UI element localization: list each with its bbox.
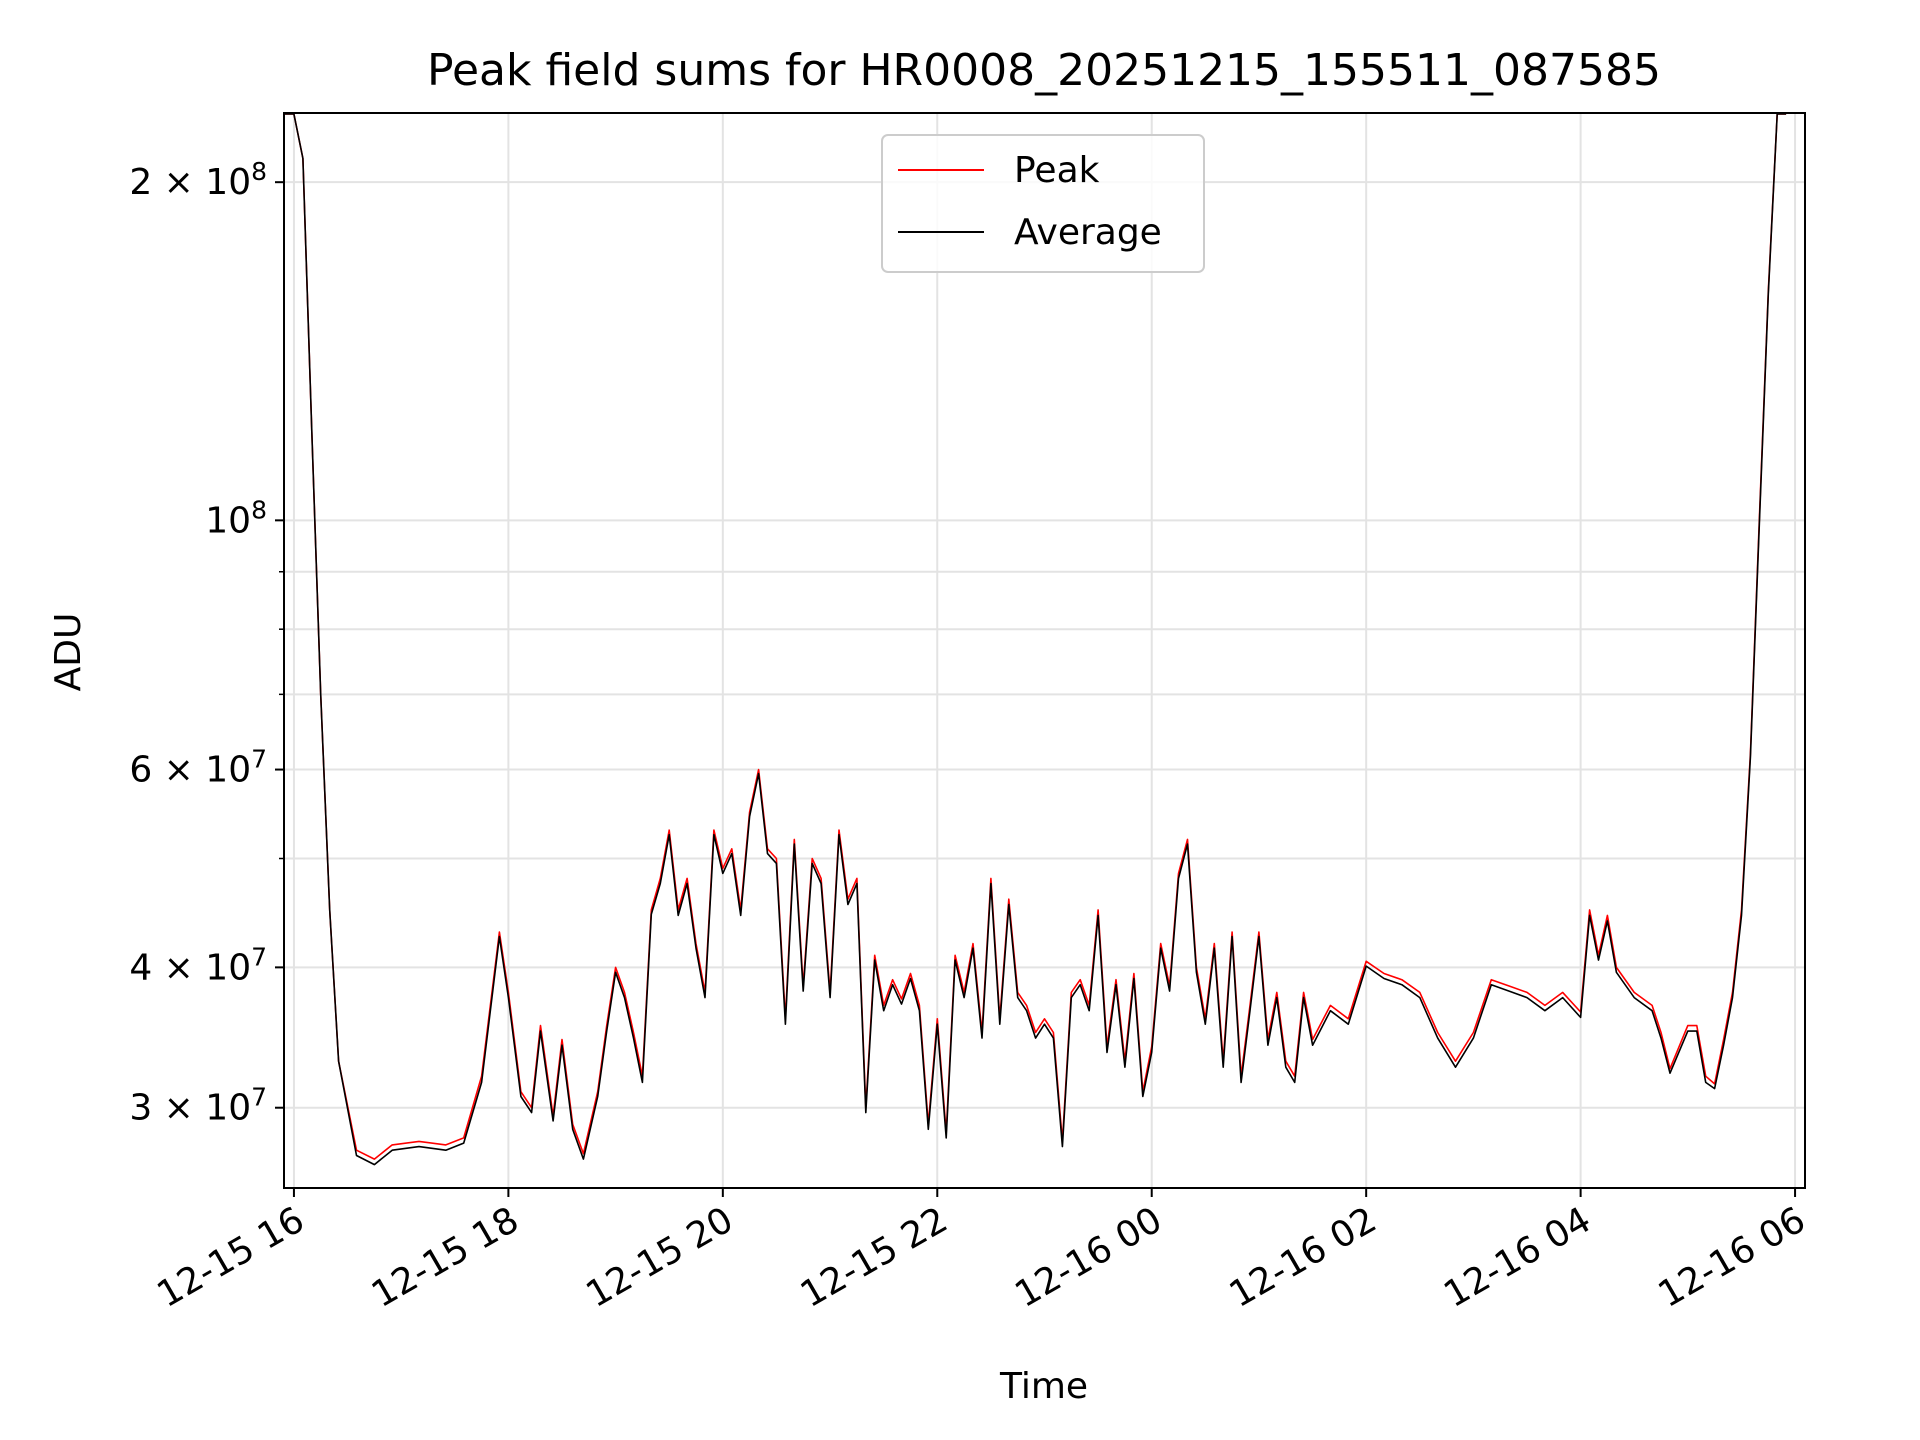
grid [285,114,1804,1187]
legend-label-average: Average [1014,212,1162,253]
y-tick-label: 4 × 107 [129,942,267,988]
series-line-average [285,114,1787,1166]
y-tick-label: 2 × 108 [129,157,267,203]
plot-frame [283,112,1806,1189]
x-axis-label: Time [999,1366,1088,1407]
y-tick-label: 3 × 107 [129,1083,267,1129]
y-axis: 3 × 107 4 × 107 6 × 107 108 2 × 108 [129,157,285,1129]
legend-label-peak: Peak [1014,150,1100,191]
y-tick-label: 108 [205,495,267,541]
y-tick-label: 6 × 107 [129,745,267,791]
chart-title: Peak field sums for HR0008_20251215_1555… [427,45,1661,96]
y-axis-label: ADU [48,613,89,692]
series-layer [285,114,1787,1166]
legend: Peak Average [881,134,1205,273]
